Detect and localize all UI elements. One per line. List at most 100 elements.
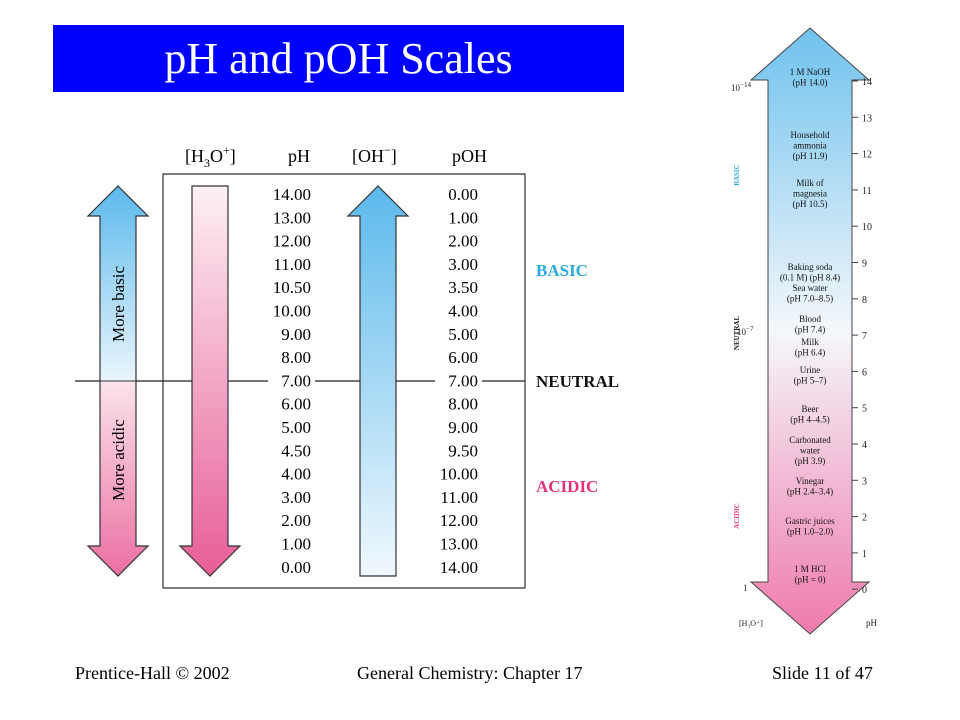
scale-example-line: (pH 1.0–2.0) [787, 527, 833, 537]
scale-side-neutral: NEUTRAL [733, 316, 741, 351]
poh-value: 13.00 [440, 535, 478, 554]
scale-example-line: Vinegar [796, 476, 824, 486]
scale-example-line: (pH 6.4) [795, 348, 826, 358]
poh-value: 9.50 [448, 441, 478, 460]
more-acidic-label: More acidic [109, 419, 128, 501]
ph-value: 11.00 [273, 255, 311, 274]
poh-value: 5.00 [448, 325, 478, 344]
ph-value: 14.00 [273, 185, 311, 204]
ph-value: 1.00 [281, 535, 311, 554]
scale-example-line: 1 M NaOH [790, 67, 831, 77]
footer-chapter: General Chemistry: Chapter 17 [357, 663, 583, 683]
scale-tick-label: 5 [862, 404, 867, 415]
scale-conc-bottom: 1 [743, 583, 748, 593]
scale-example-line: (pH 7.0–8.5) [787, 294, 833, 304]
ph-value: 9.00 [281, 325, 311, 344]
header-ph: pH [288, 146, 310, 166]
scale-example-line: Milk of [796, 178, 823, 188]
scale-tick-label: 6 [862, 367, 867, 378]
scale-tick-label: 9 [862, 259, 867, 270]
poh-value: 14.00 [440, 558, 478, 577]
scale-example-line: (pH = 0) [794, 575, 825, 585]
scale-example-line: (pH 14.0) [793, 78, 828, 88]
scale-example-line: Baking soda [788, 262, 833, 272]
poh-value: 1.00 [448, 208, 478, 227]
ph-value: 6.00 [281, 395, 311, 414]
poh-value: 3.00 [448, 255, 478, 274]
poh-value: 0.00 [448, 185, 478, 204]
ph-value: 4.00 [281, 465, 311, 484]
poh-value: 10.00 [440, 465, 478, 484]
scale-example-line: ammonia [793, 141, 827, 151]
poh-value: 2.00 [448, 232, 478, 251]
scale-example-line: (pH 2.4–3.4) [787, 487, 833, 497]
scale-example-line: (0.1 M) (pH 8.4) [780, 273, 840, 283]
footer-slide-number: Slide 11 of 47 [772, 663, 873, 683]
poh-value-column: 0.00 1.00 2.00 3.00 3.50 4.00 5.00 6.00 7.00 8.00… [440, 185, 478, 577]
scale-tick-label: 7 [862, 331, 867, 342]
poh-value: 9.00 [448, 418, 478, 437]
poh-value: 6.00 [448, 348, 478, 367]
label-acidic: ACIDIC [536, 477, 598, 496]
scale-tick-label: 1 [862, 549, 867, 560]
poh-value: 4.00 [448, 302, 478, 321]
scale-example-line: (pH 3.9) [795, 456, 826, 466]
table-frame [162, 173, 526, 589]
poh-value: 8.00 [448, 395, 478, 414]
ph-value: 3.00 [281, 488, 311, 507]
title-banner: pH and pOH Scales [53, 25, 624, 92]
scale-tick-label: 0 [862, 585, 867, 596]
ph-value: 10.50 [273, 278, 311, 297]
scale-tick-label: 14 [862, 77, 872, 88]
label-neutral: NEUTRAL [536, 372, 619, 391]
scale-example-line: (pH 7.4) [795, 325, 826, 335]
scale-tick-label: 2 [862, 513, 867, 524]
scale-example-line: (pH 4–4.5) [790, 415, 830, 425]
scale-side-acidic: ACIDIC [733, 503, 741, 529]
scale-example-line: (pH 10.5) [793, 199, 828, 209]
scale-example-line: Gastric juices [785, 516, 835, 526]
ph-value: 12.00 [273, 232, 311, 251]
ph-value: 5.00 [281, 418, 311, 437]
scale-axis-left: [H₃O⁺] [739, 619, 763, 628]
oh-concentration-arrow [346, 185, 410, 577]
scale-example-line: 1 M HCl [794, 564, 827, 574]
ph-value: 10.00 [273, 302, 311, 321]
ph-value: 4.50 [281, 441, 311, 460]
scale-example-line: Carbonated [789, 435, 831, 445]
footer-copyright: Prentice-Hall © 2002 [75, 663, 230, 683]
scale-tick-label: 12 [862, 150, 872, 161]
scale-tick-label: 3 [862, 476, 867, 487]
scale-conc-top: 10−14 [731, 81, 751, 93]
scale-example-line: water [800, 446, 820, 456]
scale-example-line: Blood [799, 314, 822, 324]
scale-tick-label: 13 [862, 113, 872, 124]
poh-value: 3.50 [448, 278, 478, 297]
ph-value: 0.00 [281, 558, 311, 577]
scale-example-line: Household [791, 130, 830, 140]
scale-example-line: magnesia [793, 189, 827, 199]
poh-value: 12.00 [440, 511, 478, 530]
ph-value: 7.00 [281, 371, 311, 390]
h3o-concentration-arrow [178, 185, 242, 577]
header-oh: [OH−] [352, 143, 397, 166]
scale-example-line: (pH 11.9) [793, 151, 828, 161]
scale-example-line: (pH 5–7) [794, 376, 827, 386]
poh-value: 11.00 [440, 488, 478, 507]
scale-example-line: Milk [801, 337, 819, 347]
scale-example-line: Urine [800, 365, 821, 375]
scale-conc-mid: 10−7 [737, 325, 754, 337]
scale-tick-label: 10 [862, 222, 872, 233]
label-basic: BASIC [536, 261, 588, 280]
ph-value: 13.00 [273, 208, 311, 227]
ph-value: 2.00 [281, 511, 311, 530]
more-basic-label: More basic [109, 266, 128, 342]
ph-value: 8.00 [281, 348, 311, 367]
ph-value-column: 14.00 13.00 12.00 11.00 10.50 10.00 9.00 8.00 7.… [273, 185, 311, 577]
scale-tick-label: 11 [862, 186, 872, 197]
scale-side-basic: BASIC [733, 164, 741, 185]
poh-value: 7.00 [448, 371, 478, 390]
scale-tick-label: 8 [862, 295, 867, 306]
